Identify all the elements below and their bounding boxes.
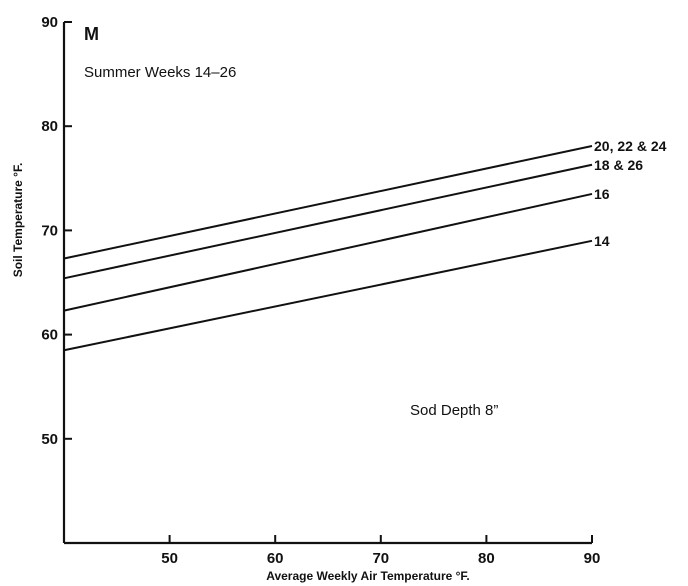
y-tick-label: 70 [41,222,58,239]
axes [62,22,592,545]
series-label: 18 & 26 [594,157,643,173]
y-tick-label: 50 [41,431,58,448]
x-axis-title: Average Weekly Air Temperature °F. [266,569,470,583]
series-line [63,192,593,312]
ticks: 50 60 70 80 90 50 60 70 80 90 [41,14,600,567]
series-line [63,163,593,280]
series-lines [63,145,593,352]
chart-subtitle: Summer Weeks 14–26 [84,64,236,81]
series-line [63,145,593,260]
x-tick-label: 60 [267,550,284,567]
series-line [63,239,593,352]
x-tick-label: 70 [372,550,389,567]
series-label: 20, 22 & 24 [594,138,667,154]
series-labels: 20, 22 & 24 18 & 26 16 14 [594,138,667,249]
x-tick-label: 50 [161,550,178,567]
series-label: 14 [594,233,610,249]
series-label: 16 [594,186,610,202]
chart-annotation: Sod Depth 8” [410,402,498,419]
chart-title: M [84,24,99,44]
x-tick-label: 90 [584,550,601,567]
y-tick-label: 60 [41,327,58,344]
y-tick-label: 80 [41,118,58,135]
y-tick-label: 90 [41,14,58,31]
x-tick-label: 80 [478,550,495,567]
y-axis-title: Soil Temperature °F. [11,163,25,278]
